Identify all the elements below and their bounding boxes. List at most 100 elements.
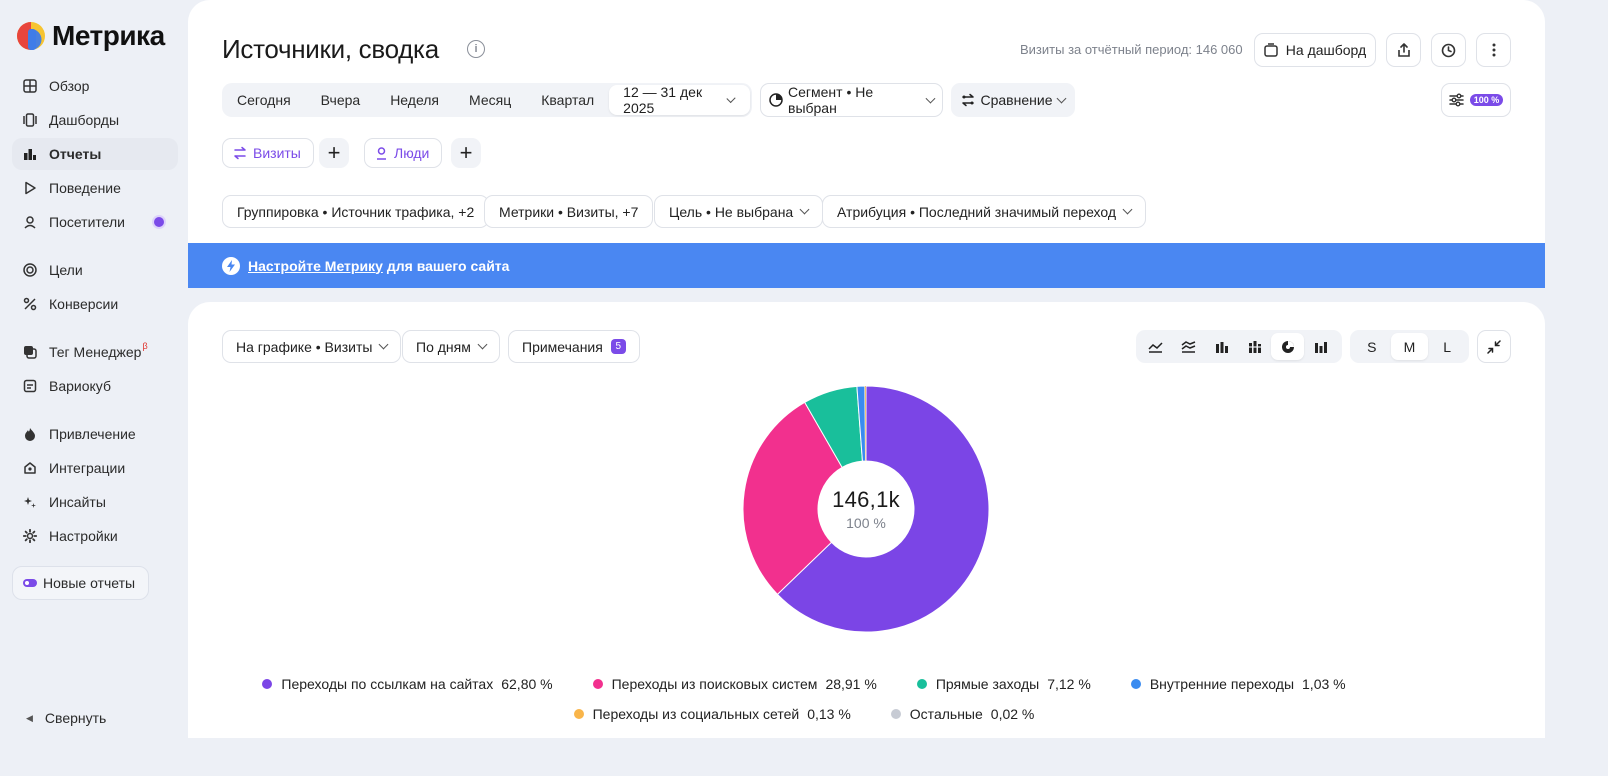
chevron-down-icon <box>1057 93 1067 103</box>
grouping-label: Группировка • Источник трафика, +2 <box>237 203 475 220</box>
sidebar-item-tag-manager[interactable]: Тег Менеджер β <box>12 336 178 368</box>
add-to-dashboard-button[interactable]: На дашборд <box>1254 33 1376 67</box>
legend-label: Переходы из социальных сетей <box>592 706 800 722</box>
area-chart-icon <box>1181 340 1196 353</box>
period-today[interactable]: Сегодня <box>237 92 291 108</box>
size-l-button[interactable]: L <box>1443 338 1452 355</box>
legend-dot <box>573 709 584 719</box>
setup-metrika-link[interactable]: Настройте Метрику <box>248 257 383 274</box>
add-visits-filter-button[interactable]: + <box>319 138 349 168</box>
sidebar-item-insights[interactable]: Инсайты <box>12 486 178 518</box>
on-chart-select[interactable]: На графике • Визиты <box>222 330 402 363</box>
people-pill[interactable]: Люди <box>364 138 443 168</box>
legend-item[interactable]: Прямые заходы 7,12 % <box>916 676 1091 692</box>
legend-item[interactable]: Переходы из социальных сетей 0,13 % <box>573 706 851 722</box>
chart-type-area-button[interactable] <box>1172 333 1205 360</box>
pie-slice-4[interactable] <box>864 386 866 462</box>
more-vertical-icon <box>1492 43 1496 57</box>
legend-label: Остальные <box>909 706 983 722</box>
export-button[interactable] <box>1386 33 1421 67</box>
chevron-down-icon <box>477 339 488 350</box>
play-icon <box>22 180 38 196</box>
chevron-down-icon <box>799 204 810 215</box>
reports-icon <box>22 146 38 162</box>
line-chart-icon <box>1148 341 1163 353</box>
sidebar-item-goals[interactable]: Цели <box>12 254 178 286</box>
chart-type-column-button[interactable] <box>1304 333 1337 360</box>
notes-button[interactable]: Примечания 5 <box>508 330 640 363</box>
chevron-left-icon: ◀ <box>26 712 33 723</box>
add-people-filter-button[interactable]: + <box>451 138 481 168</box>
sidebar-item-dashboards[interactable]: Дашборды <box>12 104 178 136</box>
size-m-button[interactable]: M <box>1390 333 1429 360</box>
attribution-label: Атрибуция • Последний значимый переход <box>837 203 1117 220</box>
dashboard-icon <box>1264 43 1278 57</box>
metrika-logo-icon <box>16 21 46 51</box>
fire-icon <box>22 426 38 442</box>
grouping-select[interactable]: Группировка • Источник трафика, +2 <box>222 195 490 228</box>
legend-item[interactable]: Внутренние переходы 1,03 % <box>1130 676 1346 692</box>
collapse-chart-button[interactable] <box>1477 330 1511 363</box>
chart-type-stacked-bar-button[interactable] <box>1238 333 1271 360</box>
comparison-select[interactable]: Сравнение <box>951 83 1075 117</box>
legend-dot <box>1130 679 1141 689</box>
sliders-icon <box>1448 93 1464 107</box>
sampling-button[interactable]: 100 % <box>1441 83 1511 117</box>
new-reports-label: Новые отчеты <box>43 575 136 591</box>
sidebar-item-overview[interactable]: Обзор <box>12 70 178 102</box>
legend-item[interactable]: Переходы из поисковых систем 28,91 % <box>592 676 877 692</box>
period-yesterday[interactable]: Вчера <box>320 92 361 108</box>
sidebar-item-label: Интеграции <box>49 460 126 476</box>
chart-type-line-button[interactable] <box>1139 333 1172 360</box>
toggle-icon <box>23 579 37 587</box>
chart-type-bar-button[interactable] <box>1205 333 1238 360</box>
grouping-by-days-select[interactable]: По дням <box>402 330 500 363</box>
sidebar-item-label: Цели <box>49 262 83 278</box>
sidebar-item-label: Дашборды <box>49 112 119 128</box>
new-badge-dot <box>154 217 164 227</box>
metrics-select[interactable]: Метрики • Визиты, +7 <box>484 195 654 228</box>
history-button[interactable] <box>1431 33 1466 67</box>
sidebar-item-conversions[interactable]: Конверсии <box>12 288 178 320</box>
more-button[interactable] <box>1476 33 1511 67</box>
period-month[interactable]: Месяц <box>469 92 512 108</box>
legend-item[interactable]: Остальные 0,02 % <box>890 706 1034 722</box>
donut-center: 146,1k 100 % <box>740 383 992 635</box>
info-icon[interactable]: i <box>467 40 485 58</box>
sidebar-item-label: Отчеты <box>49 146 102 162</box>
sidebar-item-variocube[interactable]: Вариокуб <box>12 370 178 402</box>
size-s-button[interactable]: S <box>1367 338 1377 355</box>
visits-pill[interactable]: Визиты <box>222 138 314 168</box>
goal-select[interactable]: Цель • Не выбрана <box>654 195 824 228</box>
sidebar-item-behavior[interactable]: Поведение <box>12 172 178 204</box>
sidebar-item-reports[interactable]: Отчеты <box>12 138 178 170</box>
user-icon <box>22 214 38 230</box>
sidebar-item-visitors[interactable]: Посетители <box>12 206 178 238</box>
integrations-icon <box>22 460 38 476</box>
visits-pill-label: Визиты <box>253 145 301 161</box>
collapse-label: Свернуть <box>44 710 107 726</box>
collapse-button[interactable]: ◀ Свернуть <box>26 710 106 726</box>
new-reports-toggle[interactable]: Новые отчеты <box>12 566 150 600</box>
segment-select[interactable]: Сегмент • Не выбран <box>760 83 943 117</box>
period-week[interactable]: Неделя <box>390 92 440 108</box>
column-chart-icon <box>1314 341 1328 353</box>
sidebar-item-integrations[interactable]: Интеграции <box>12 452 178 484</box>
chart-type-pie-button[interactable] <box>1271 333 1304 360</box>
period-quarter[interactable]: Квартал <box>541 92 595 108</box>
sidebar-item-acquisition[interactable]: Привлечение <box>12 418 178 450</box>
legend-item[interactable]: Переходы по ссылкам на сайтах 62,80 % <box>262 676 553 692</box>
legend-label: Прямые заходы <box>935 676 1040 692</box>
tag-manager-icon <box>22 344 38 360</box>
clock-icon <box>1441 43 1456 58</box>
percent-icon <box>22 296 38 312</box>
people-pill-label: Люди <box>394 145 430 161</box>
logo[interactable]: Метрика <box>16 20 165 52</box>
sidebar-item-settings[interactable]: Настройки <box>12 520 178 552</box>
attribution-select[interactable]: Атрибуция • Последний значимый переход <box>822 195 1147 228</box>
sidebar-item-label: Обзор <box>49 78 90 94</box>
legend-row-2: Переходы из социальных сетей 0,13 % Оста… <box>0 706 1608 722</box>
date-range-picker[interactable]: 12 — 31 дек 2025 <box>609 84 750 116</box>
sidebar-item-label: Тег Менеджер <box>49 344 142 360</box>
bar-chart-icon <box>1215 341 1229 353</box>
